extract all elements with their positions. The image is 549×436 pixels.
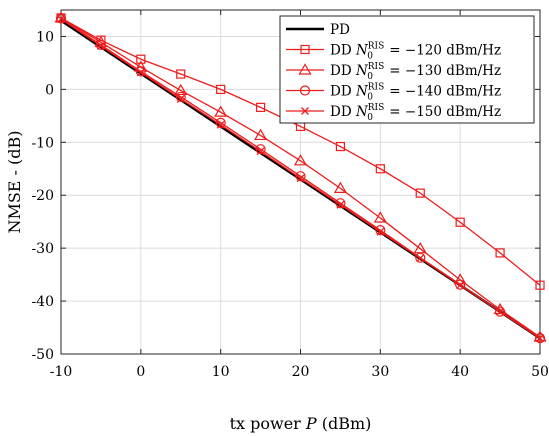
data-point-stroke xyxy=(136,68,145,77)
data-point xyxy=(96,42,105,50)
data-point xyxy=(534,333,546,344)
data-point xyxy=(335,141,346,152)
data-point xyxy=(373,211,387,223)
series-4 xyxy=(57,15,544,343)
x-tick-label: 30 xyxy=(371,364,389,380)
data-point xyxy=(296,174,305,183)
y-tick-label: 10 xyxy=(36,29,54,45)
legend-item: DD NRIS 0 = −140 dBm/Hz xyxy=(286,83,501,103)
x-tick-label: 20 xyxy=(292,364,310,380)
legend-item: DD NRIS 0 = −120 dBm/Hz xyxy=(286,42,501,62)
data-point xyxy=(175,91,186,102)
data-point xyxy=(95,39,107,51)
data-point xyxy=(57,15,65,23)
data-point xyxy=(255,102,266,112)
data-point xyxy=(455,279,466,290)
legend-marker xyxy=(298,63,312,75)
data-point-stroke xyxy=(456,281,465,290)
legend-marker xyxy=(299,85,311,96)
y-tick-label: -10 xyxy=(31,135,54,151)
legend-item: DD NRIS 0 = −150 dBm/Hz xyxy=(286,103,501,123)
data-point xyxy=(336,200,345,209)
data-point xyxy=(376,227,385,236)
data-point-stroke xyxy=(336,200,345,209)
data-point xyxy=(214,105,228,117)
data-point xyxy=(295,171,306,182)
y-axis-label: NMSE - (dB) xyxy=(5,130,24,233)
legend-marker xyxy=(301,107,309,115)
y-tick-label: -40 xyxy=(31,294,54,310)
data-point xyxy=(136,54,146,64)
data-point xyxy=(174,83,188,96)
y-tick-label: 0 xyxy=(45,82,54,98)
data-point xyxy=(535,280,545,290)
data-point-stroke xyxy=(216,120,225,129)
data-point xyxy=(456,281,465,290)
series-line xyxy=(60,17,541,286)
data-point-stroke xyxy=(176,94,185,103)
x-tick-label: 50 xyxy=(531,364,549,380)
data-point-stroke xyxy=(96,42,105,50)
y-tick-label: -50 xyxy=(31,347,54,363)
legend-label: DD NRIS 0 = −130 dBm/Hz xyxy=(330,62,501,82)
data-point-stroke xyxy=(57,15,65,23)
legend-label: DD NRIS 0 = −120 dBm/Hz xyxy=(330,42,501,62)
data-point-stroke xyxy=(256,147,265,156)
data-point xyxy=(415,252,426,263)
data-point-stroke xyxy=(536,334,544,343)
legend-label: DD NRIS 0 = −140 dBm/Hz xyxy=(330,83,501,103)
legend-item: PD xyxy=(286,22,350,38)
data-point xyxy=(55,13,67,24)
data-point xyxy=(54,11,68,23)
data-point xyxy=(335,198,346,209)
data-point xyxy=(293,154,308,166)
data-point xyxy=(254,128,268,141)
data-point xyxy=(375,225,386,236)
x-tick-label: 40 xyxy=(451,364,469,380)
legend-label: DD NRIS 0 = −150 dBm/Hz xyxy=(330,103,501,123)
data-point-stroke xyxy=(496,307,505,316)
x-tick-label: 0 xyxy=(136,364,145,380)
data-point xyxy=(415,188,425,198)
data-point xyxy=(176,94,185,103)
data-point xyxy=(536,334,544,343)
data-point xyxy=(494,306,506,317)
data-point xyxy=(216,120,225,129)
legend-label: PD xyxy=(330,22,350,38)
data-point xyxy=(255,144,266,155)
x-axis-label: tx power P (dBm) xyxy=(230,414,372,433)
axes-box xyxy=(60,9,541,355)
x-tick-label: 10 xyxy=(212,364,230,380)
x-tick-label: -10 xyxy=(50,364,73,380)
data-point-stroke xyxy=(416,254,425,263)
data-point xyxy=(495,248,505,258)
legend-marker xyxy=(300,44,310,55)
data-point xyxy=(375,164,385,174)
data-point xyxy=(496,307,505,316)
data-point xyxy=(216,84,226,94)
data-point xyxy=(256,147,265,156)
data-point xyxy=(416,254,425,263)
data-point xyxy=(135,66,146,77)
data-point-stroke xyxy=(376,227,385,236)
y-tick-label: -20 xyxy=(31,188,54,204)
legend-marker-stroke xyxy=(301,107,309,115)
y-tick-label: -30 xyxy=(31,241,54,257)
data-point xyxy=(215,117,226,128)
data-point xyxy=(455,217,465,227)
data-point xyxy=(176,69,186,79)
data-point xyxy=(136,68,145,77)
legend-item: DD NRIS 0 = −130 dBm/Hz xyxy=(286,62,501,82)
data-point-stroke xyxy=(296,174,305,183)
data-point xyxy=(333,181,347,193)
